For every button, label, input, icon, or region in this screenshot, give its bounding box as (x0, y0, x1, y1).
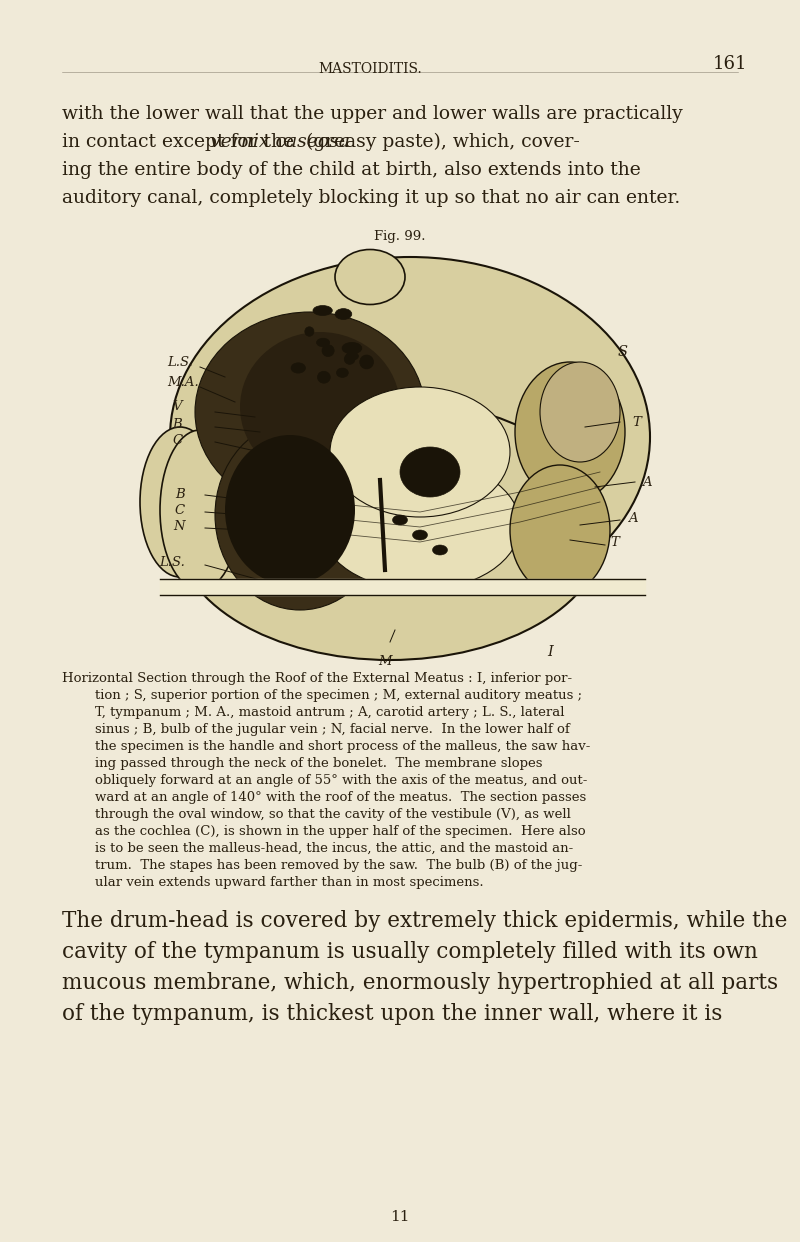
Text: tion ; S, superior portion of the specimen ; M, external auditory meatus ;: tion ; S, superior portion of the specim… (95, 689, 582, 702)
Text: A: A (642, 476, 652, 488)
Ellipse shape (195, 312, 425, 512)
Text: Fig. 99.: Fig. 99. (374, 230, 426, 243)
Ellipse shape (393, 515, 407, 525)
Text: S: S (618, 345, 628, 359)
Ellipse shape (175, 400, 605, 660)
Ellipse shape (318, 371, 330, 384)
Text: ing passed through the neck of the bonelet.  The membrane slopes: ing passed through the neck of the bonel… (95, 758, 542, 770)
Text: (greasy paste), which, cover-: (greasy paste), which, cover- (300, 133, 580, 152)
Ellipse shape (330, 388, 510, 517)
Ellipse shape (510, 465, 610, 595)
Ellipse shape (100, 217, 680, 655)
Ellipse shape (344, 354, 355, 364)
Ellipse shape (313, 306, 332, 315)
Ellipse shape (433, 545, 447, 555)
Text: mucous membrane, which, enormously hypertrophied at all parts: mucous membrane, which, enormously hyper… (62, 972, 778, 994)
Text: in contact except for the: in contact except for the (62, 133, 300, 152)
Text: ward at an angle of 140° with the roof of the meatus.  The section passes: ward at an angle of 140° with the roof o… (95, 791, 586, 804)
Ellipse shape (342, 343, 362, 354)
Text: T: T (610, 535, 619, 549)
Ellipse shape (240, 332, 400, 482)
Ellipse shape (335, 308, 352, 319)
Text: with the lower wall that the upper and lower walls are practically: with the lower wall that the upper and l… (62, 106, 682, 123)
Ellipse shape (360, 355, 374, 369)
Ellipse shape (320, 460, 520, 590)
Ellipse shape (291, 363, 306, 373)
Text: V: V (172, 400, 182, 414)
Ellipse shape (540, 361, 620, 462)
Text: sinus ; B, bulb of the jugular vein ; N, facial nerve.  In the lower half of: sinus ; B, bulb of the jugular vein ; N,… (95, 723, 570, 737)
Text: T, tympanum ; M. A., mastoid antrum ; A, carotid artery ; L. S., lateral: T, tympanum ; M. A., mastoid antrum ; A,… (95, 705, 565, 719)
Text: T: T (632, 416, 641, 428)
Text: 161: 161 (713, 55, 747, 73)
Text: MASTOIDITIS.: MASTOIDITIS. (318, 62, 422, 76)
Text: The drum-head is covered by extremely thick epidermis, while the: The drum-head is covered by extremely th… (62, 910, 787, 932)
Text: M: M (378, 655, 392, 668)
Text: N: N (174, 519, 185, 533)
Ellipse shape (225, 435, 355, 585)
Text: Horizontal Section through the Roof of the External Meatus : I, inferior por-: Horizontal Section through the Roof of t… (62, 672, 572, 686)
Ellipse shape (322, 345, 334, 356)
Text: trum.  The stapes has been removed by the saw.  The bulb (B) of the jug-: trum. The stapes has been removed by the… (95, 859, 582, 872)
Text: I: I (547, 645, 553, 660)
Ellipse shape (413, 530, 427, 540)
Text: L.S.: L.S. (167, 355, 193, 369)
Ellipse shape (337, 368, 348, 378)
Ellipse shape (346, 353, 358, 360)
Ellipse shape (515, 361, 625, 502)
Ellipse shape (335, 250, 405, 304)
Text: B: B (172, 417, 182, 431)
Text: auditory canal, completely blocking it up so that no air can enter.: auditory canal, completely blocking it u… (62, 189, 680, 207)
Text: A: A (628, 512, 638, 524)
Text: is to be seen the malleus-head, the incus, the attic, and the mastoid an-: is to be seen the malleus-head, the incu… (95, 842, 574, 854)
Text: obliquely forward at an angle of 55° with the axis of the meatus, and out-: obliquely forward at an angle of 55° wit… (95, 774, 587, 787)
Text: the specimen is the handle and short process of the malleus, the saw hav-: the specimen is the handle and short pro… (95, 740, 590, 753)
Ellipse shape (305, 327, 314, 337)
Text: through the oval window, so that the cavity of the vestibule (V), as well: through the oval window, so that the cav… (95, 809, 571, 821)
Ellipse shape (400, 447, 460, 497)
Text: as the cochlea (C), is shown in the upper half of the specimen.  Here also: as the cochlea (C), is shown in the uppe… (95, 825, 586, 838)
Ellipse shape (160, 430, 240, 590)
Text: 11: 11 (390, 1210, 410, 1225)
Text: C: C (175, 503, 185, 517)
Text: vernix caseosa: vernix caseosa (210, 133, 350, 152)
Text: M.A.: M.A. (167, 375, 198, 389)
Text: L.S.: L.S. (159, 555, 185, 569)
Ellipse shape (170, 257, 650, 617)
Text: of the tympanum, is thickest upon the inner wall, where it is: of the tympanum, is thickest upon the in… (62, 1004, 722, 1025)
Ellipse shape (215, 420, 385, 610)
Text: cavity of the tympanum is usually completely filled with its own: cavity of the tympanum is usually comple… (62, 941, 758, 963)
Text: B: B (175, 488, 185, 501)
Text: ing the entire body of the child at birth, also extends into the: ing the entire body of the child at birt… (62, 161, 641, 179)
Ellipse shape (140, 427, 220, 578)
Text: C: C (172, 433, 182, 447)
Ellipse shape (317, 338, 330, 347)
Text: ular vein extends upward farther than in most specimens.: ular vein extends upward farther than in… (95, 876, 484, 889)
